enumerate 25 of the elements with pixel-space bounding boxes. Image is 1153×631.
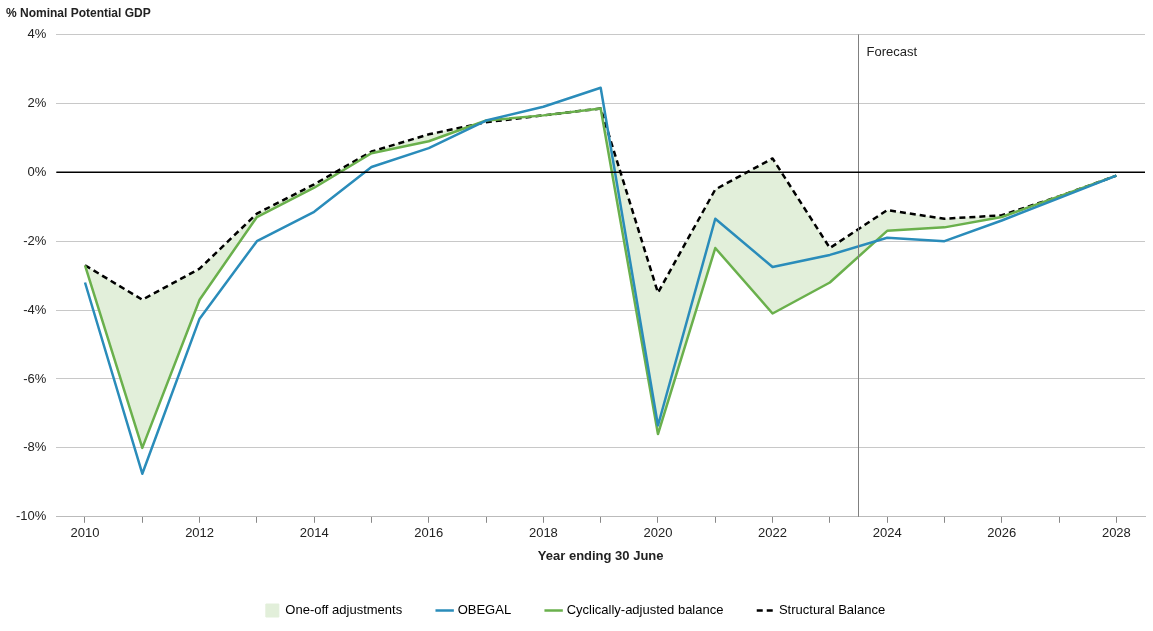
x-tick-label: 2018 [528, 525, 558, 541]
x-tick-label: 2010 [70, 525, 100, 541]
x-tick-label: 2024 [872, 525, 902, 541]
legend-label: OBEGAL [457, 602, 512, 618]
x-tick-label: 2022 [758, 525, 788, 541]
y-tick-label: -4% [23, 301, 47, 317]
y-tick-label: 0% [27, 163, 47, 179]
x-tick-label: 2028 [1101, 525, 1131, 541]
legend-label: Cyclically-adjusted balance [566, 602, 724, 618]
y-tick-label: -6% [23, 370, 47, 386]
y-tick-label: -2% [23, 232, 47, 248]
legend-label: One-off adjustments [285, 602, 403, 618]
x-tick-label: 2020 [643, 525, 673, 541]
x-tick-label: 2012 [185, 525, 215, 541]
x-axis-title: Year ending 30 June [537, 547, 664, 563]
x-tick-label: 2026 [987, 525, 1017, 541]
x-tick-label: 2016 [414, 525, 444, 541]
legend-label: Structural Balance [778, 602, 886, 618]
y-tick-label: -10% [15, 508, 47, 524]
ref-line-label: Forecast [866, 44, 918, 60]
x-tick-label: 2014 [299, 525, 329, 541]
y-tick-label: 4% [27, 25, 47, 41]
y-tick-label: -8% [23, 439, 47, 455]
y-tick-label: 2% [27, 94, 47, 110]
y-axis-title: % Nominal Potential GDP [6, 5, 151, 20]
